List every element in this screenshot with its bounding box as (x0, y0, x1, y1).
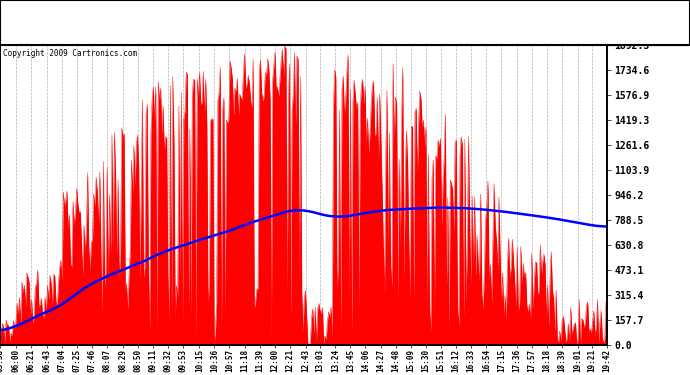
Text: East Array Actual Power (red) & Running Average Power (blue) (Watts)  Fri May 8 : East Array Actual Power (red) & Running … (7, 15, 556, 25)
Text: Copyright 2009 Cartronics.com: Copyright 2009 Cartronics.com (3, 50, 137, 58)
FancyBboxPatch shape (0, 0, 690, 45)
